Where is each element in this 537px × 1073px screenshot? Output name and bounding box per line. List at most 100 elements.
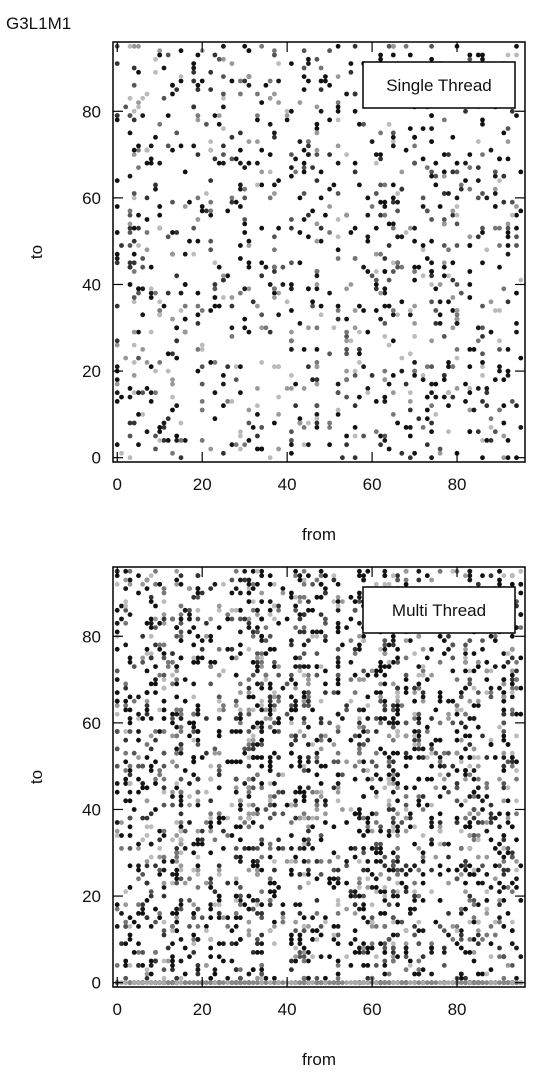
- data-point: [144, 980, 150, 986]
- data-point: [238, 186, 243, 192]
- data-point: [263, 325, 269, 331]
- data-point: [191, 759, 197, 765]
- data-point: [289, 173, 294, 179]
- data-point: [314, 269, 320, 274]
- data-point: [382, 286, 388, 292]
- data-point: [208, 681, 214, 687]
- data-point: [378, 850, 383, 856]
- data-point: [161, 65, 167, 71]
- data-point: [127, 815, 133, 821]
- data-point: [327, 290, 332, 296]
- data-point: [246, 329, 252, 335]
- data-point: [509, 668, 515, 674]
- data-point: [204, 928, 209, 934]
- data-point: [259, 867, 265, 873]
- data-point: [386, 828, 392, 834]
- data-point: [195, 924, 201, 929]
- data-point: [467, 577, 473, 583]
- data-point: [250, 859, 256, 864]
- data-point: [170, 924, 175, 929]
- data-point: [480, 230, 485, 235]
- data-point: [267, 815, 273, 821]
- data-point: [242, 165, 248, 171]
- data-point: [335, 664, 341, 669]
- data-point: [433, 308, 439, 313]
- data-point: [331, 325, 337, 331]
- data-point: [114, 381, 120, 387]
- data-point: [289, 967, 294, 973]
- data-point: [471, 768, 477, 773]
- data-point: [127, 932, 133, 938]
- data-point: [301, 954, 307, 960]
- data-point: [259, 685, 265, 691]
- data-point: [323, 820, 328, 825]
- data-point: [297, 655, 303, 661]
- data-point: [233, 759, 239, 765]
- data-point: [357, 121, 362, 127]
- data-point: [221, 381, 226, 387]
- data-point: [255, 950, 260, 955]
- data-point: [399, 169, 405, 175]
- data-point: [314, 416, 320, 422]
- data-point: [301, 612, 307, 617]
- data-point: [357, 815, 362, 821]
- data-point: [412, 889, 417, 895]
- data-point: [114, 338, 120, 344]
- data-point: [475, 980, 481, 986]
- data-point: [352, 690, 358, 695]
- data-point: [246, 932, 252, 938]
- data-point: [221, 846, 226, 851]
- data-point: [382, 716, 388, 721]
- data-point: [170, 958, 175, 964]
- data-point: [378, 690, 383, 695]
- data-point: [123, 798, 129, 804]
- data-point: [467, 407, 473, 413]
- data-point: [242, 316, 248, 322]
- data-point: [365, 980, 371, 986]
- data-point: [157, 425, 163, 430]
- data-point: [238, 798, 243, 804]
- data-point: [161, 672, 167, 678]
- data-point: [216, 729, 222, 734]
- data-point: [280, 264, 286, 270]
- data-point: [395, 824, 400, 830]
- data-point: [255, 117, 260, 123]
- data-point: [497, 338, 502, 344]
- data-point: [412, 863, 417, 869]
- data-point: [407, 638, 413, 643]
- data-point: [238, 815, 243, 821]
- data-point: [407, 351, 413, 357]
- data-point: [475, 854, 481, 860]
- data-point: [289, 677, 294, 682]
- data-point: [170, 711, 175, 717]
- data-point: [514, 329, 519, 335]
- data-point: [170, 351, 175, 357]
- data-point: [199, 342, 205, 348]
- data-point: [403, 755, 409, 760]
- data-point: [441, 169, 447, 175]
- data-point: [178, 802, 184, 808]
- data-point: [492, 815, 498, 821]
- data-point: [386, 833, 392, 838]
- data-point: [148, 854, 154, 860]
- data-point: [488, 690, 494, 695]
- data-point: [352, 846, 358, 851]
- data-point: [216, 603, 222, 609]
- data-point: [263, 651, 269, 656]
- data-point: [386, 43, 392, 49]
- data-point: [501, 854, 507, 860]
- data-point: [216, 785, 222, 791]
- data-point: [161, 854, 167, 860]
- data-point: [306, 694, 311, 700]
- data-point: [514, 225, 519, 231]
- data-point: [259, 425, 265, 430]
- data-point: [306, 677, 311, 682]
- data-point: [484, 794, 490, 799]
- data-point: [501, 859, 507, 864]
- data-point: [429, 43, 434, 49]
- data-point: [458, 980, 464, 986]
- data-point: [373, 672, 379, 678]
- data-point: [242, 286, 248, 292]
- data-point: [361, 906, 366, 912]
- data-point: [361, 742, 366, 747]
